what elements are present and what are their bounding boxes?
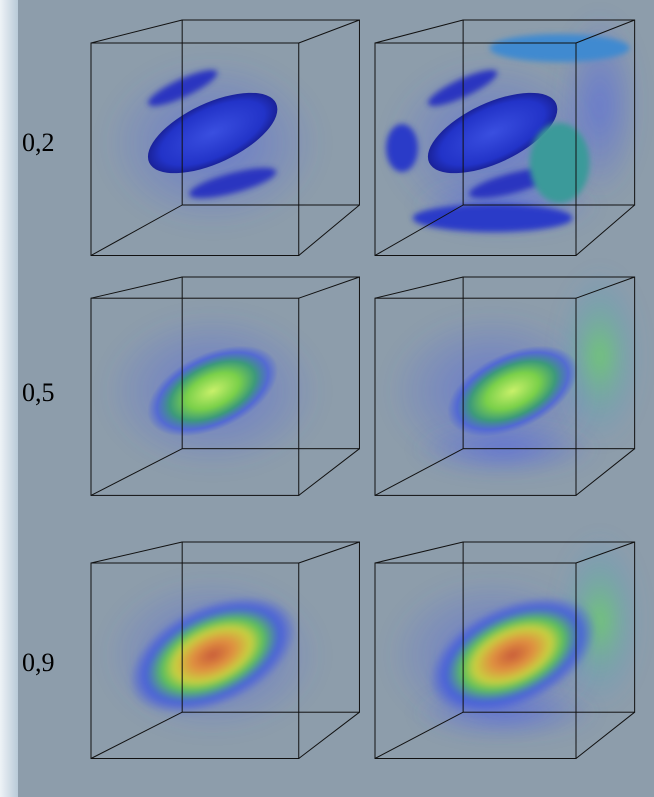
figure: 0,2 0,5 0,9 xyxy=(0,0,654,797)
blob xyxy=(530,123,590,203)
blob xyxy=(386,124,418,172)
blob xyxy=(413,204,573,232)
row-label: 0,2 xyxy=(22,128,55,157)
blob xyxy=(490,34,630,62)
row-label: 0,9 xyxy=(22,648,55,677)
row-label: 0,5 xyxy=(22,378,55,407)
side-strip xyxy=(0,0,18,797)
